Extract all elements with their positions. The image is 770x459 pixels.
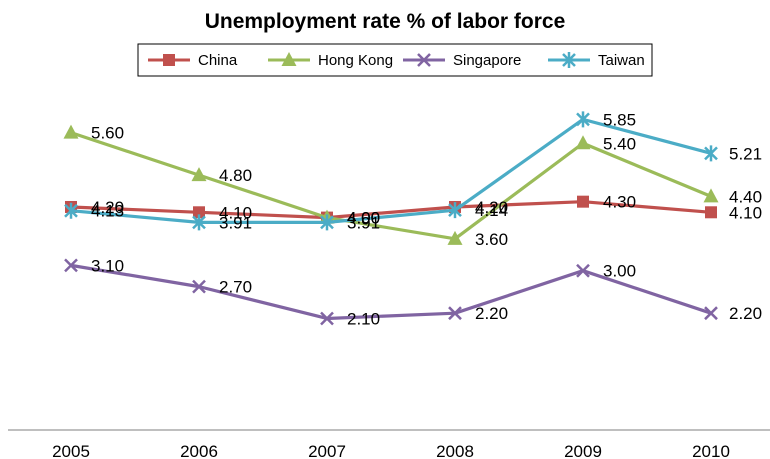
data-point bbox=[448, 202, 462, 219]
series-line bbox=[70, 200, 712, 220]
legend-marker bbox=[417, 53, 431, 67]
legend-label: Singapore bbox=[453, 52, 521, 69]
series-layer bbox=[63, 111, 719, 326]
x-tick-label: 2008 bbox=[436, 442, 474, 459]
series-line bbox=[70, 117, 712, 224]
legend-marker bbox=[163, 54, 175, 66]
x-tick-label: 2005 bbox=[52, 442, 90, 459]
data-point bbox=[704, 306, 718, 321]
data-point bbox=[705, 206, 717, 219]
data-labels: 4.20 4.10 4.004.20 4.304.105.604.804.003.60… bbox=[91, 110, 762, 328]
data-label: 4.40 bbox=[729, 187, 762, 206]
data-point bbox=[193, 206, 205, 219]
x-tick-label: 2006 bbox=[180, 442, 218, 459]
data-label: 3.10 bbox=[91, 256, 124, 275]
data-label: 3.60 bbox=[475, 230, 508, 249]
data-point bbox=[703, 188, 719, 203]
data-point bbox=[576, 263, 590, 278]
data-label: 2.10 bbox=[347, 309, 380, 328]
series-line bbox=[70, 263, 712, 321]
data-point bbox=[64, 258, 78, 273]
legend: China Hong Kong Singapore Taiwan bbox=[148, 52, 645, 69]
legend-marker bbox=[562, 52, 576, 68]
data-label: 5.40 bbox=[603, 134, 636, 153]
legend-entry: Singapore bbox=[403, 52, 521, 69]
x-tick-label: 2009 bbox=[564, 442, 602, 459]
x-tick-label: 2010 bbox=[692, 442, 730, 459]
data-label: 4.00 bbox=[347, 209, 380, 228]
data-label: 4.00 bbox=[347, 209, 380, 228]
data-label: 4.30 bbox=[603, 193, 636, 212]
series bbox=[64, 111, 718, 231]
data-point bbox=[320, 214, 334, 231]
x-axis-ticks: 2005 2006 2007 2008 2009 2010 bbox=[52, 442, 730, 459]
legend-label: China bbox=[198, 52, 238, 69]
x-tick-label: 2007 bbox=[308, 442, 346, 459]
data-point bbox=[191, 167, 207, 182]
data-label: 3.00 bbox=[603, 262, 636, 281]
legend-entry: China bbox=[148, 52, 238, 69]
data-point bbox=[320, 311, 334, 326]
legend-marker bbox=[281, 52, 297, 66]
data-label: 4.10 bbox=[219, 203, 252, 222]
data-point bbox=[192, 279, 206, 294]
data-point bbox=[575, 135, 591, 150]
data-point bbox=[447, 230, 463, 245]
legend-label: Taiwan bbox=[598, 52, 645, 69]
data-label: 4.20 bbox=[475, 198, 508, 217]
data-label: 3.91 bbox=[347, 213, 380, 232]
data-point bbox=[576, 111, 590, 128]
data-label: 5.21 bbox=[729, 144, 762, 163]
data-point bbox=[577, 195, 589, 208]
data-point bbox=[64, 202, 78, 219]
data-label: 4.80 bbox=[219, 166, 252, 185]
data-label: 4.13 bbox=[91, 202, 124, 221]
data-point bbox=[63, 124, 79, 139]
data-label: 2.70 bbox=[219, 278, 252, 297]
data-label: 4.10 bbox=[729, 203, 762, 222]
series-line bbox=[70, 131, 712, 241]
legend-label: Hong Kong bbox=[318, 52, 393, 69]
data-label: 2.20 bbox=[475, 304, 508, 323]
data-point bbox=[704, 145, 718, 162]
legend-entry: Hong Kong bbox=[268, 52, 393, 69]
data-label: 5.60 bbox=[91, 124, 124, 143]
chart-title: Unemployment rate % of labor force bbox=[205, 10, 566, 33]
legend-entry: Taiwan bbox=[548, 52, 645, 69]
data-label: 4.20 bbox=[91, 198, 124, 217]
data-label: 4.14 bbox=[475, 201, 508, 220]
series bbox=[64, 258, 718, 326]
data-point bbox=[448, 306, 462, 321]
data-label: 5.85 bbox=[603, 110, 636, 129]
data-point bbox=[192, 214, 206, 231]
data-label: 3.91 bbox=[219, 213, 252, 232]
data-label: 2.20 bbox=[729, 304, 762, 323]
